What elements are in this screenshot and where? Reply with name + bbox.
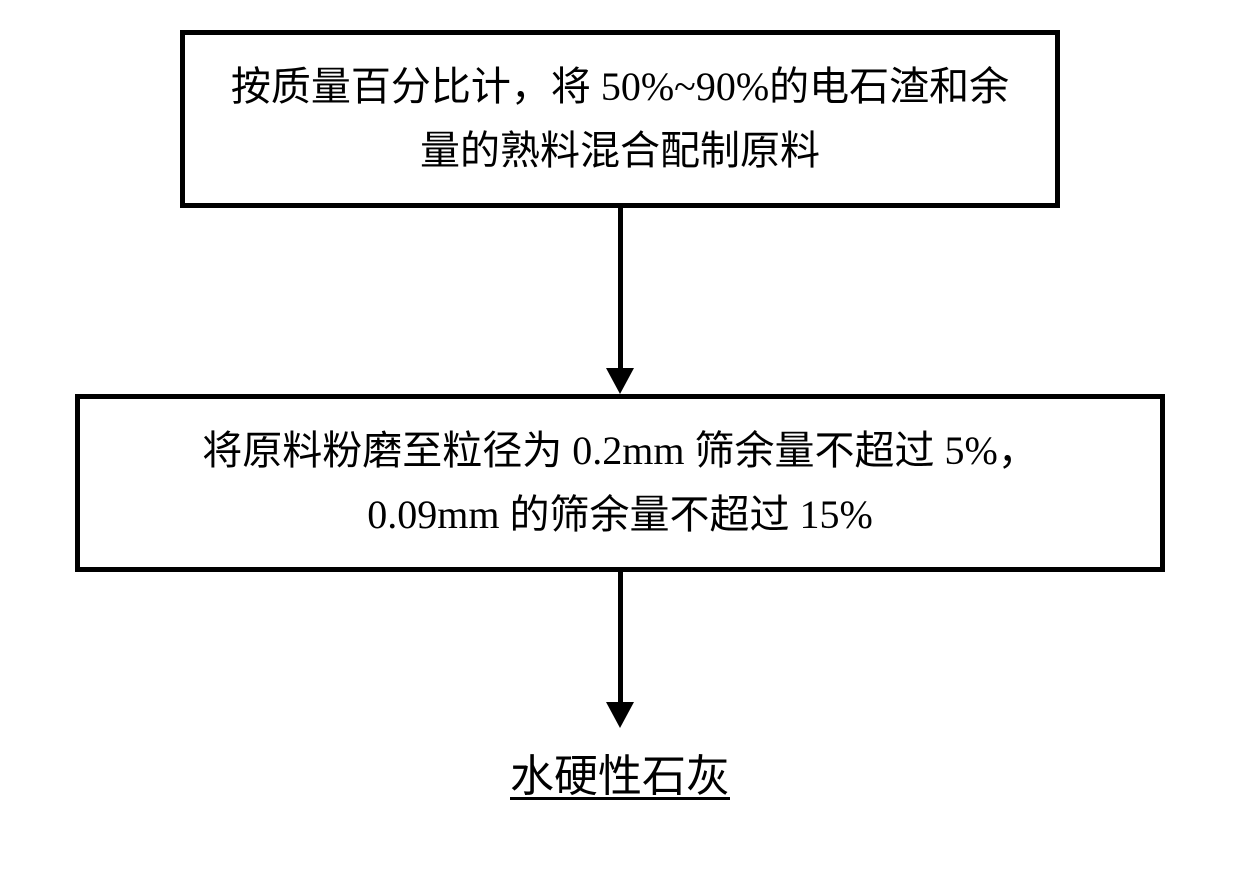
arrow-1-head [606,368,634,394]
flowchart-step-1: 按质量百分比计，将 50%~90%的电石渣和余 量的熟料混合配制原料 [180,30,1060,208]
flowchart-container: 按质量百分比计，将 50%~90%的电石渣和余 量的熟料混合配制原料 将原料粉磨… [70,30,1170,804]
flowchart-output-label: 水硬性石灰 [510,740,730,804]
arrow-2 [606,572,634,728]
arrow-2-head [606,702,634,728]
arrow-1 [606,208,634,394]
step2-text-line2: 0.09mm 的筛余量不超过 15% [110,483,1130,547]
step2-text-line1: 将原料粉磨至粒径为 0.2mm 筛余量不超过 5%， [110,419,1130,483]
arrow-1-line [618,208,623,368]
step1-text-line1: 按质量百分比计，将 50%~90%的电石渣和余 [215,55,1025,119]
flowchart-step-2: 将原料粉磨至粒径为 0.2mm 筛余量不超过 5%， 0.09mm 的筛余量不超… [75,394,1165,572]
arrow-2-line [618,572,623,702]
step1-text-line2: 量的熟料混合配制原料 [215,119,1025,183]
